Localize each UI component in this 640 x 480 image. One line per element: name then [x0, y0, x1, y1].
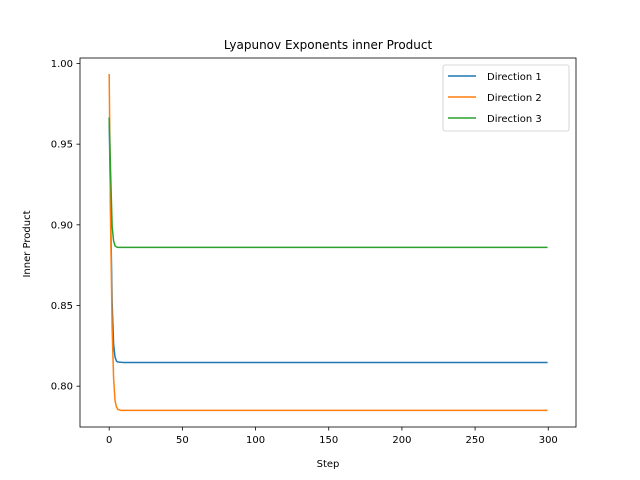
x-tick-label: 300 [539, 435, 558, 446]
x-tick-label: 200 [392, 435, 411, 446]
x-tick-label: 50 [176, 435, 189, 446]
legend-label-direction-3: Direction 3 [487, 114, 542, 125]
y-tick-label: 0.90 [51, 220, 73, 231]
x-axis-label: Step [317, 459, 340, 470]
legend: Direction 1 Direction 2 Direction 3 [442, 64, 570, 132]
y-tick-label: 1.00 [51, 59, 73, 70]
plot-area: 0 50 100 150 200 250 300 0.80 0.85 0.90 0.95 1.00 [51, 57, 577, 446]
series-line-direction-3 [108, 117, 548, 249]
legend-label-direction-1: Direction 1 [487, 72, 542, 83]
y-tick-label: 0.85 [51, 301, 73, 312]
series-line-direction-2 [108, 74, 548, 412]
legend-box [442, 64, 570, 132]
chart-title: Lyapunov Exponents inner Product [224, 38, 433, 52]
x-tick-label: 0 [106, 435, 112, 446]
y-tick-label: 0.95 [51, 140, 73, 151]
x-tick-label: 100 [246, 435, 265, 446]
axes-frame [79, 57, 577, 428]
y-tick-label: 0.80 [51, 382, 73, 393]
x-tick-label: 150 [319, 435, 338, 446]
legend-label-direction-2: Direction 2 [487, 93, 542, 104]
x-tick-label: 250 [466, 435, 485, 446]
y-axis-label: Inner Product [22, 210, 33, 277]
